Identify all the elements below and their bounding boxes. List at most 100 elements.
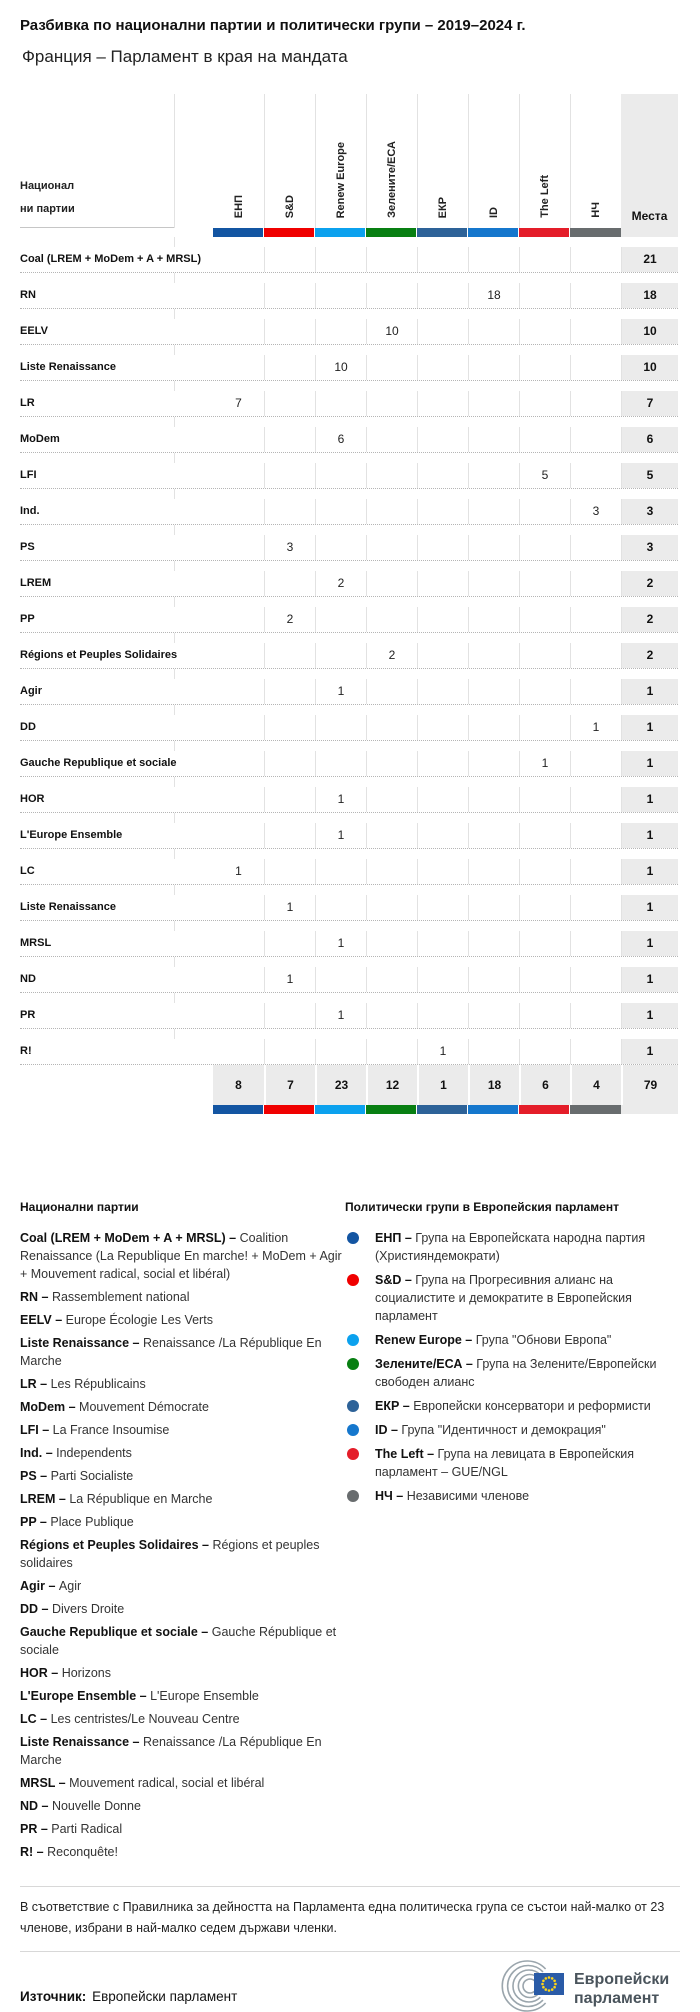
- total-cell-ID: 18: [468, 1065, 519, 1105]
- value-cell-НЧ: [570, 246, 621, 272]
- seats-cell: 10: [621, 318, 678, 344]
- value-cell-The Left: [519, 426, 570, 452]
- value-cell-Renew Europe: [315, 642, 366, 668]
- legend-party-abbr: R! –: [20, 1845, 48, 1859]
- legend-group-entry: ЕКР – Европейски консерватори и реформис…: [345, 1397, 680, 1415]
- row-header-label: Национални партии: [20, 180, 75, 215]
- value-cell-Зелените/ЕСА: [366, 426, 417, 452]
- party-label: Ind.: [20, 503, 48, 520]
- legend-party-entry: R! – Reconquête!: [20, 1843, 345, 1861]
- value-cell-ID: [468, 822, 519, 848]
- value-cell-The Left: [519, 930, 570, 956]
- row-gutter: [174, 741, 213, 751]
- total-cell-Renew Europe: 23: [315, 1065, 366, 1105]
- group-color-bar-bottom: [20, 1105, 678, 1114]
- value-cell-Renew Europe: 6: [315, 426, 366, 452]
- seats-cell: 1: [621, 678, 678, 704]
- party-label: LC: [20, 863, 43, 880]
- total-cell-The Left: 6: [519, 1065, 570, 1105]
- value-cell-S&D: [264, 930, 315, 956]
- legend-party-abbr: LC –: [20, 1712, 51, 1726]
- total-seats-cell: 79: [621, 1065, 678, 1105]
- value-cell-The Left: 1: [519, 750, 570, 776]
- totals-row: 8 7 23 12 1 18 6 4 79: [20, 1065, 678, 1105]
- value-cell-НЧ: [570, 390, 621, 416]
- row-gutter: [174, 705, 213, 715]
- legend-party-name: Coalition Renaissance (La Republique En …: [20, 1231, 342, 1281]
- value-cell-Renew Europe: [315, 390, 366, 416]
- value-cell-Зелените/ЕСА: [366, 390, 417, 416]
- value-cell-ID: [468, 534, 519, 560]
- value-cell-Зелените/ЕСА: [366, 858, 417, 884]
- value-cell-НЧ: [570, 930, 621, 956]
- legend-party-name: Agir: [58, 1579, 82, 1593]
- legend-party-abbr: MoDem –: [20, 1400, 80, 1414]
- value-cell-Зелените/ЕСА: [366, 930, 417, 956]
- legend-party-entry: Liste Renaissance – Renaissance /La Répu…: [20, 1334, 345, 1370]
- legend-party-abbr: DD –: [20, 1602, 52, 1616]
- value-cell-ЕКР: [417, 930, 468, 956]
- table-row: LR 7 7: [20, 381, 678, 417]
- table-row: RN 18 18: [20, 273, 678, 309]
- table-row: LFI 5 5: [20, 453, 678, 489]
- column-header-label: The Left: [539, 175, 551, 218]
- legend-party-entry: RN – Rassemblement national: [20, 1288, 345, 1306]
- value-cell-ID: [468, 930, 519, 956]
- legend-group-name: Европейски консерватори и реформисти: [413, 1399, 651, 1413]
- party-label: Liste Renaissance: [20, 899, 124, 916]
- legend-group-name: Група "Обнови Европа": [475, 1333, 612, 1347]
- value-cell-НЧ: 3: [570, 498, 621, 524]
- legend-group-abbr: S&D –: [375, 1273, 416, 1287]
- legend-party-name: La France Insoumise: [52, 1423, 170, 1437]
- value-cell-S&D: [264, 750, 315, 776]
- value-cell-Renew Europe: 2: [315, 570, 366, 596]
- value-cell-S&D: 2: [264, 606, 315, 632]
- group-color-dot: [347, 1334, 359, 1346]
- total-cell-ЕНП: 8: [213, 1065, 264, 1105]
- table-row: PS 3 3: [20, 525, 678, 561]
- value-cell-Renew Europe: [315, 966, 366, 992]
- color-bar-ЕКР: [417, 1105, 468, 1114]
- value-cell-S&D: [264, 786, 315, 812]
- row-gutter: [174, 777, 213, 787]
- group-color-dot: [347, 1274, 359, 1286]
- value-cell-ID: [468, 570, 519, 596]
- legend-group-name: Група на Прогресивния алианс на социалис…: [375, 1273, 632, 1323]
- legend-party-entry: LREM – La République en Marche: [20, 1490, 345, 1508]
- legend-party-abbr: L'Europe Ensemble –: [20, 1689, 151, 1703]
- legend-party-abbr: MRSL –: [20, 1776, 70, 1790]
- value-cell-The Left: [519, 966, 570, 992]
- value-cell-ЕНП: [213, 355, 264, 381]
- party-label: Coal (LREM + MoDem + A + MRSL): [20, 251, 210, 268]
- value-cell-Зелените/ЕСА: [366, 246, 417, 272]
- row-gutter: [174, 669, 213, 679]
- ep-logo: Европейски парламент: [501, 1960, 669, 2012]
- column-header-Зелените/ЕСА: Зелените/ЕСА: [366, 94, 417, 228]
- legend-group-entry: ID – Група "Идентичност и демокрация": [345, 1421, 680, 1439]
- value-cell-Renew Europe: 1: [315, 1002, 366, 1028]
- legend-parties-list: Coal (LREM + MoDem + A + MRSL) – Coaliti…: [20, 1229, 345, 1861]
- value-cell-Renew Europe: [315, 1038, 366, 1064]
- legend-party-abbr: PS –: [20, 1469, 51, 1483]
- value-cell-Зелените/ЕСА: [366, 894, 417, 920]
- page-subtitle: Франция – Парламент в края на мандата: [22, 47, 348, 66]
- row-gutter: [174, 273, 213, 283]
- value-cell-ID: [468, 750, 519, 776]
- value-cell-The Left: [519, 246, 570, 272]
- seats-cell: 1: [621, 822, 678, 848]
- value-cell-ID: [468, 1038, 519, 1064]
- legend-party-entry: Liste Renaissance – Renaissance /La Répu…: [20, 1733, 345, 1769]
- value-cell-Renew Europe: [315, 534, 366, 560]
- value-cell-S&D: [264, 570, 315, 596]
- value-cell-The Left: [519, 714, 570, 740]
- color-bar-Renew Europe: [315, 1105, 366, 1114]
- group-color-dot: [347, 1448, 359, 1460]
- value-cell-S&D: [264, 354, 315, 380]
- legend-party-name: Mouvement radical, social et libéral: [69, 1776, 265, 1790]
- legend-party-name: Divers Droite: [51, 1602, 125, 1616]
- value-cell-The Left: [519, 282, 570, 308]
- value-cell-Зелените/ЕСА: [366, 1038, 417, 1064]
- legend-groups-heading: Политически групи в Европейския парламен…: [345, 1200, 619, 1214]
- value-cell-ЕКР: [417, 786, 468, 812]
